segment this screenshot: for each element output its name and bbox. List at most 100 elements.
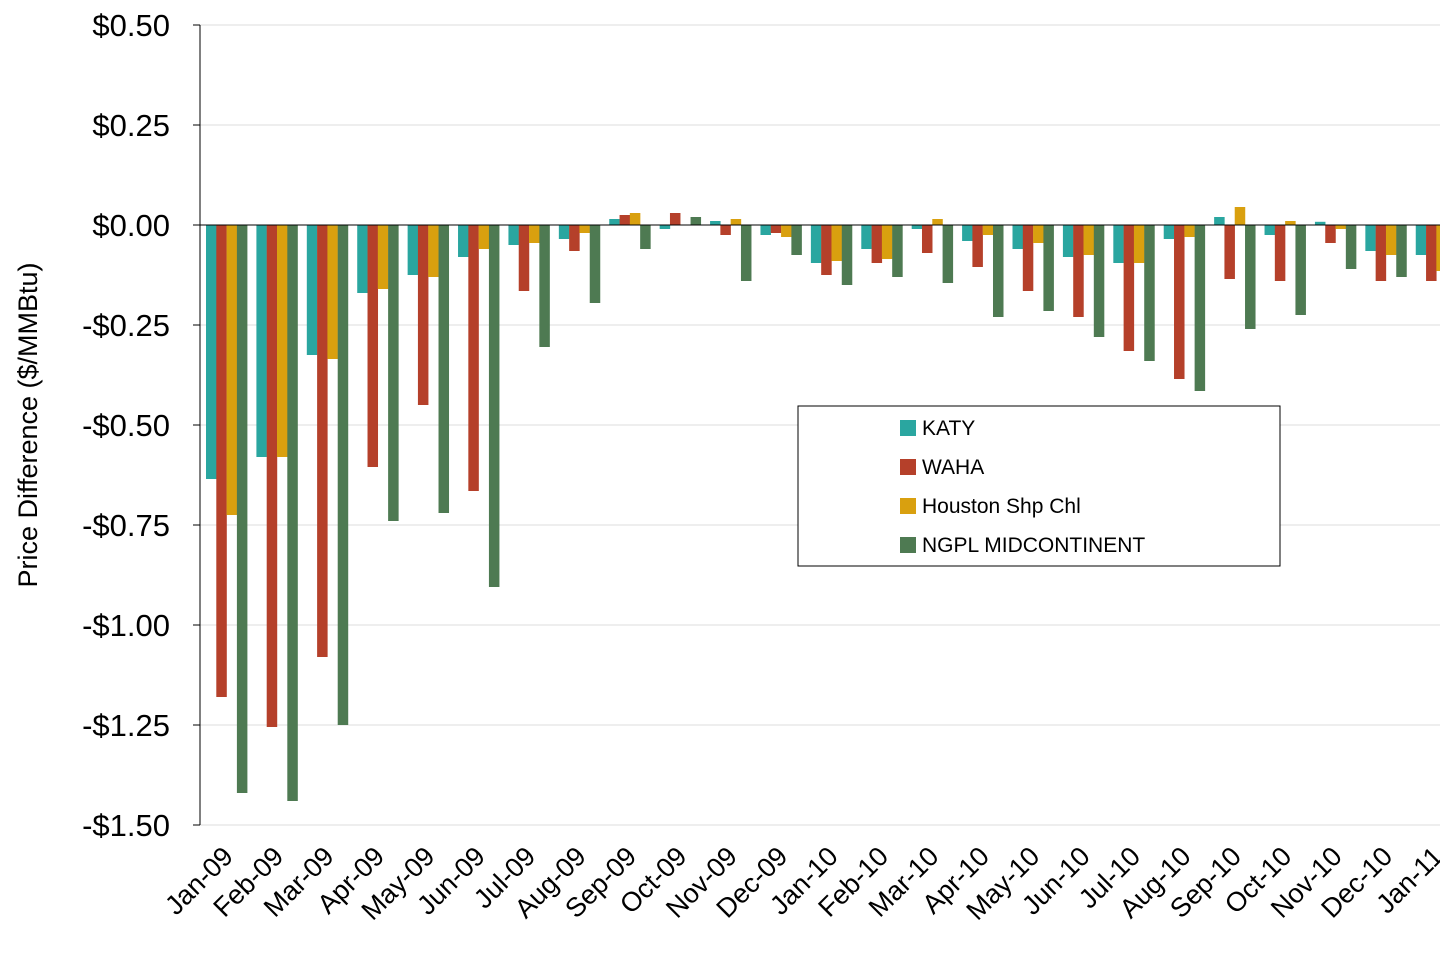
bar-katy [1314,221,1326,225]
bar-houston-shp-chl [881,225,893,259]
bar-waha [619,215,631,225]
bar-ngpl-midcontinent [892,225,903,277]
bar-ngpl-midcontinent [992,225,1004,317]
bar-houston-shp-chl [1285,221,1296,225]
bar-katy [1012,225,1024,249]
bar-waha [669,213,681,225]
bar-houston-shp-chl [1033,225,1044,243]
bar-houston-shp-chl [1184,225,1195,237]
bar-waha [1073,225,1084,317]
bar-houston-shp-chl [1335,225,1347,229]
x-tick-labels: Jan-09Feb-09Mar-09Apr-09May-09Jun-09Jul-… [159,841,1440,926]
bar-waha [770,225,782,233]
bar-houston-shp-chl [932,219,943,225]
bar-ngpl-midcontinent [1295,225,1306,315]
bar-ngpl-midcontinent [690,217,702,225]
bar-houston-shp-chl [478,225,490,249]
bar-katy [710,221,721,225]
bar-ngpl-midcontinent [1396,225,1407,277]
bar-houston-shp-chl [1083,225,1095,255]
bar-waha [518,225,530,291]
bar-katy [1113,225,1124,263]
bar-katy [760,225,771,235]
bar-houston-shp-chl [377,225,389,289]
bar-ngpl-midcontinent [1043,225,1054,311]
bar-houston-shp-chl [1436,225,1440,271]
bar-ngpl-midcontinent [438,225,450,513]
bar-ngpl-midcontinent [337,225,349,725]
bar-houston-shp-chl [831,225,842,261]
bar-ngpl-midcontinent [791,225,802,255]
bar-waha [972,225,983,267]
bar-houston-shp-chl [529,225,540,243]
bar-waha [1375,225,1387,281]
bar-katy [256,225,267,457]
bar-katy [306,225,318,355]
legend-label: KATY [922,417,975,440]
bar-katy [911,225,923,229]
bar-katy [357,225,368,293]
legend-label: NGPL MIDCONTINENT [922,534,1145,557]
bar-katy [1264,225,1276,235]
y-tick-label: -$0.50 [82,408,170,443]
bar-ngpl-midcontinent [1345,225,1357,269]
bar-katy [962,225,973,241]
legend-label: Houston Shp Chl [922,495,1081,518]
bar-ngpl-midcontinent [640,225,651,249]
bar-katy [1365,225,1376,251]
legend-swatch [900,498,916,514]
bar-katy [1415,225,1427,255]
y-tick-label: $0.25 [92,108,170,143]
bar-ngpl-midcontinent [1194,225,1206,391]
bar-katy [659,225,671,229]
bar-waha [266,225,278,727]
bar-houston-shp-chl [1133,225,1145,263]
bar-waha [1224,225,1235,279]
y-tick-label: -$0.25 [82,308,170,343]
bar-waha [1274,225,1286,281]
y-axis-title: Price Difference ($/MMBtu) [13,262,43,587]
bar-houston-shp-chl [428,225,439,277]
bar-houston-shp-chl [629,213,641,225]
bar-katy [609,219,620,225]
bar-ngpl-midcontinent [589,225,601,303]
bar-waha [1123,225,1135,351]
bar-waha [417,225,429,405]
bar-waha [1325,225,1336,243]
bar-katy [407,225,419,275]
bar-waha [367,225,379,467]
bar-houston-shp-chl [327,225,338,359]
bar-ngpl-midcontinent [1245,225,1256,329]
bar-ngpl-midcontinent [1093,225,1105,337]
bar-katy [458,225,469,257]
bar-ngpl-midcontinent [942,225,954,283]
bar-katy [861,225,872,249]
legend-swatch [900,537,916,553]
bar-ngpl-midcontinent [236,225,248,793]
legend-label: WAHA [922,456,984,479]
bar-waha [1174,225,1185,379]
bar-houston-shp-chl [1385,225,1397,255]
bar-waha [921,225,933,253]
legend-items: KATY WAHA Houston Shp Chl NGPL MIDCONTINENT [900,417,1145,557]
bar-katy [810,225,822,263]
bar-houston-shp-chl [226,225,238,515]
y-tick-label: -$0.75 [82,508,170,543]
y-tick-label: -$1.25 [82,708,170,743]
bar-ngpl-midcontinent [1144,225,1155,361]
y-tick-label: $0.50 [92,8,170,43]
bar-houston-shp-chl [982,225,994,235]
bar-houston-shp-chl [781,225,792,237]
y-tick-label: $0.00 [92,208,170,243]
bar-ngpl-midcontinent [841,225,853,285]
y-tick-label: -$1.00 [82,608,170,643]
bar-houston-shp-chl [1234,207,1246,225]
legend: KATY WAHA Houston Shp Chl NGPL MIDCONTINENT [797,405,1281,567]
bar-houston-shp-chl [579,225,590,233]
bar-waha [1022,225,1034,291]
y-tick-label: -$1.50 [82,808,170,843]
bar-waha [216,225,227,697]
legend-swatch [900,420,916,436]
axes [193,24,1440,826]
